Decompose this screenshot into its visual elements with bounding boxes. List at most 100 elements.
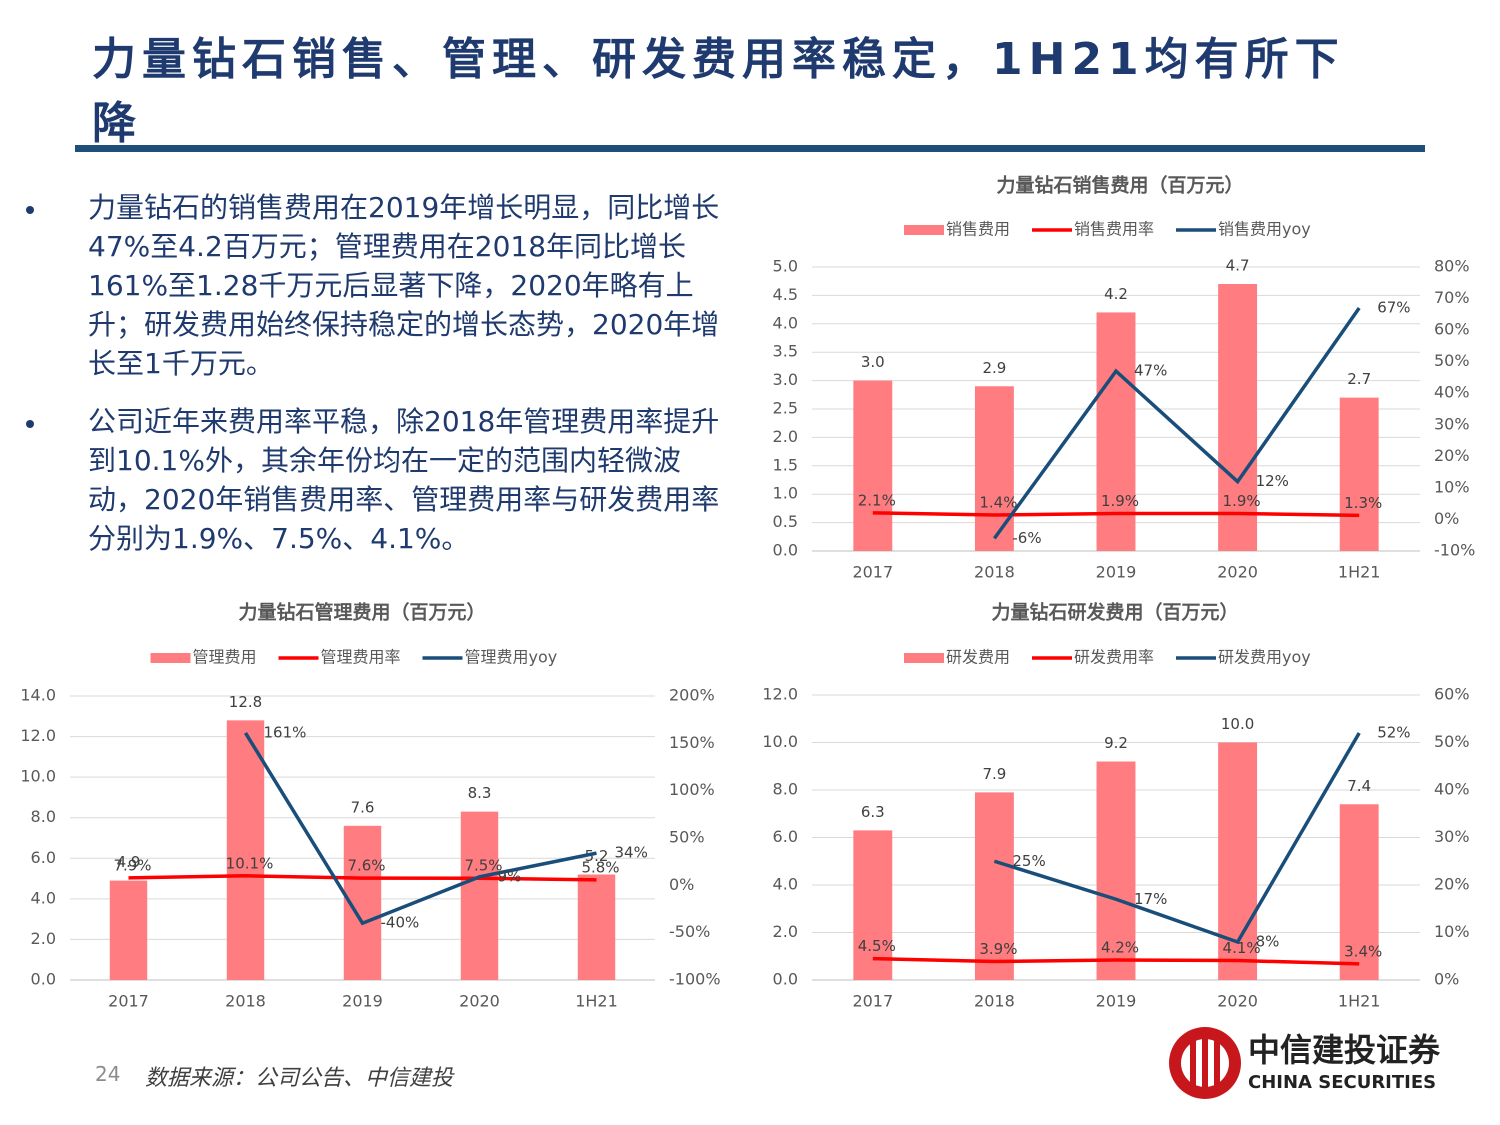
y-tick-label: 4.0: [31, 888, 56, 907]
y-tick-label: 0.0: [31, 970, 56, 989]
legend-label: 研发费用yoy: [1218, 648, 1311, 667]
y2-tick-label: 50%: [669, 828, 705, 847]
y-tick-label: 5.0: [773, 257, 798, 276]
x-tick-label: 1H21: [1338, 563, 1381, 582]
y2-tick-label: -100%: [669, 970, 721, 989]
y-tick-label: 0.5: [773, 512, 798, 531]
line-value-label: 1.3%: [1344, 494, 1382, 512]
legend-swatch: [904, 653, 944, 663]
bar: [853, 830, 893, 980]
legend-label: 销售费用: [946, 220, 1010, 239]
y-tick-label: 6.0: [31, 848, 56, 867]
y-tick-label: 1.5: [773, 455, 798, 474]
y-tick-label: 10.0: [20, 767, 56, 786]
bar: [1339, 804, 1379, 980]
y2-tick-label: 20%: [1434, 446, 1470, 465]
y-tick-label: 4.0: [773, 875, 798, 894]
legend-swatch: [904, 225, 944, 235]
bar-value-label: 4.2: [1104, 285, 1128, 303]
x-tick-label: 2018: [225, 992, 266, 1011]
bar-value-label: 2.7: [1347, 370, 1371, 388]
y-tick-label: 12.0: [762, 685, 798, 704]
y2-tick-label: 40%: [1434, 383, 1470, 402]
legend-label: 管理费用率: [321, 648, 401, 667]
bar-value-label: 12.8: [229, 693, 262, 711]
line-value-label: 34%: [615, 844, 648, 862]
line-series: [872, 956, 1360, 966]
x-tick-label: 1H21: [575, 992, 618, 1011]
bar: [974, 792, 1014, 980]
bar: [109, 880, 148, 980]
y-tick-label: 2.0: [31, 929, 56, 948]
line-series: [872, 511, 1360, 518]
bar: [577, 874, 616, 980]
bar-value-label: 4.7: [1226, 257, 1250, 275]
line-value-label: 1.4%: [979, 494, 1017, 512]
bar-value-label: 8.3: [468, 784, 492, 802]
bar-value-label: 7.9: [982, 765, 1006, 783]
y-tick-label: 12.0: [20, 726, 56, 745]
line-value-label: 7.5%: [464, 857, 502, 875]
bar-value-label: 3.0: [861, 353, 885, 371]
line-value-label: 5.8%: [581, 858, 619, 876]
bar-value-label: 7.4: [1347, 777, 1371, 795]
bar-value-label: 5.2: [585, 847, 609, 865]
y-tick-label: 4.5: [773, 285, 798, 304]
line-value-label: 52%: [1377, 724, 1410, 742]
x-tick-label: 2017: [852, 563, 893, 582]
bullet-dot: [26, 206, 34, 214]
line-value-label: 7.9%: [113, 856, 151, 874]
bar: [1339, 397, 1379, 551]
line-series: [128, 874, 597, 882]
y2-tick-label: -10%: [1434, 541, 1475, 560]
bar: [853, 380, 893, 551]
y-tick-label: 6.0: [773, 827, 798, 846]
line-value-label: 8%: [1256, 933, 1280, 951]
y-tick-label: 8.0: [31, 807, 56, 826]
y2-tick-label: 150%: [669, 733, 715, 752]
logo-mark: [1202, 1035, 1208, 1091]
bullet-text: 力量钻石的销售费用在2019年增长明显，同比增长47%至4.2百万元；管理费用在…: [88, 191, 720, 380]
line-value-label: 4.1%: [1223, 939, 1261, 957]
line-series: [992, 307, 1361, 540]
slide-title: 力量钻石销售、管理、研发费用率稳定，1H21均有所下降: [92, 34, 1345, 149]
y-tick-label: 0.0: [773, 970, 798, 989]
bar-value-label: 7.6: [351, 798, 375, 816]
legend-label: 管理费用: [193, 648, 257, 667]
logo-mark: [1190, 1040, 1196, 1086]
x-tick-label: 2020: [1217, 563, 1258, 582]
legend-label: 研发费用: [946, 648, 1010, 667]
bullet-text: 公司近年来费用率平稳，除2018年管理费用率提升到10.1%外，其余年份均在一定…: [88, 405, 720, 555]
y-tick-label: 2.0: [773, 922, 798, 941]
chart-title: 力量钻石销售费用（百万元）: [996, 174, 1243, 197]
line-value-label: 3.9%: [979, 940, 1017, 958]
line-value-label: 4.5%: [858, 937, 896, 955]
line-series: [244, 732, 597, 926]
line-value-label: 1.9%: [1223, 492, 1261, 510]
line-value-label: -40%: [381, 914, 420, 932]
legend-label: 研发费用率: [1074, 648, 1154, 667]
line-value-label: 12%: [1256, 472, 1289, 490]
y2-tick-label: 60%: [1434, 685, 1470, 704]
line-value-label: 4.2%: [1101, 939, 1139, 957]
y-tick-label: 0.0: [773, 541, 798, 560]
line-value-label: 3.4%: [1344, 942, 1382, 960]
y-tick-label: 14.0: [20, 686, 56, 705]
y-tick-label: 10.0: [762, 732, 798, 751]
legend-label: 销售费用yoy: [1218, 220, 1311, 239]
legend-swatch: [150, 653, 191, 663]
x-tick-label: 2020: [1217, 992, 1258, 1011]
x-tick-label: 2019: [342, 992, 383, 1011]
line-value-label: 1.9%: [1101, 492, 1139, 510]
y2-tick-label: 10%: [1434, 922, 1470, 941]
bar: [1096, 312, 1136, 551]
x-tick-label: 2018: [974, 992, 1015, 1011]
line-value-label: -6%: [1012, 529, 1041, 547]
bar: [1218, 284, 1258, 551]
chart-title: 力量钻石研发费用（百万元）: [991, 601, 1238, 624]
y-tick-label: 4.0: [773, 313, 798, 332]
line-value-label: 9%: [498, 867, 522, 885]
legend-label: 管理费用yoy: [465, 648, 558, 667]
line-value-label: 25%: [1012, 852, 1045, 870]
